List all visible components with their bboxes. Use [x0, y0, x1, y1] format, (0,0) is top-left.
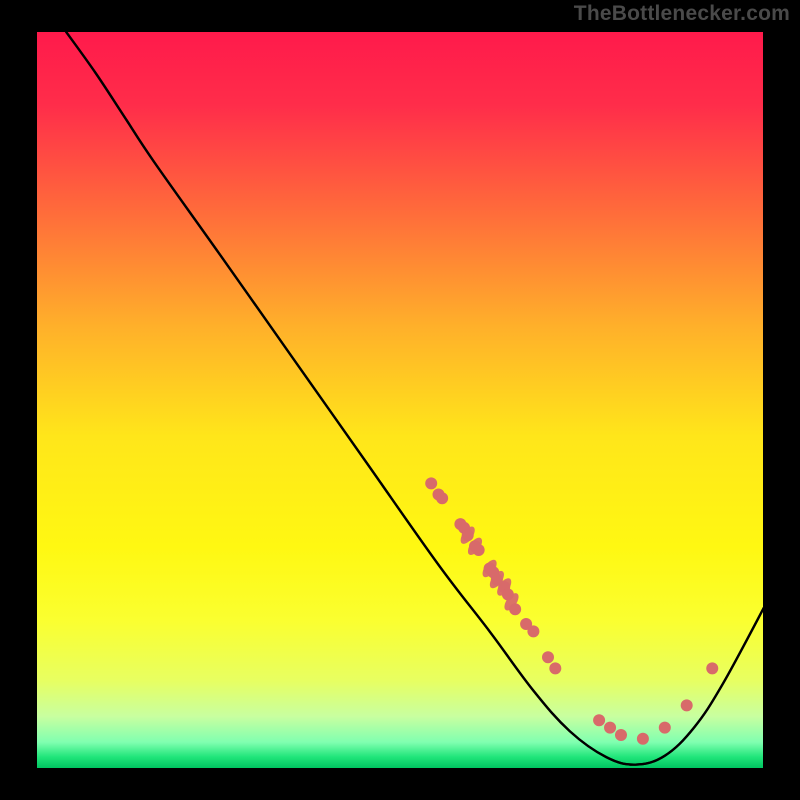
data-marker [637, 733, 649, 745]
bottleneck-curve [37, 32, 767, 772]
data-marker [549, 662, 561, 674]
data-marker [425, 477, 437, 489]
curve-line [66, 32, 767, 765]
data-marker [706, 662, 718, 674]
data-marker [615, 729, 627, 741]
chart-stage: TheBottlenecker.com [0, 0, 800, 800]
plot-area [35, 30, 765, 770]
data-marker [604, 722, 616, 734]
data-marker [436, 492, 448, 504]
data-marker [502, 588, 514, 600]
data-marker [681, 699, 693, 711]
data-marker [593, 714, 605, 726]
curve-line [66, 32, 767, 765]
data-marker [659, 722, 671, 734]
data-marker [509, 603, 521, 615]
data-marker [473, 544, 485, 556]
data-marker [462, 529, 474, 541]
data-marker [542, 651, 554, 663]
data-marker [527, 625, 539, 637]
watermark-text: TheBottlenecker.com [574, 2, 790, 26]
